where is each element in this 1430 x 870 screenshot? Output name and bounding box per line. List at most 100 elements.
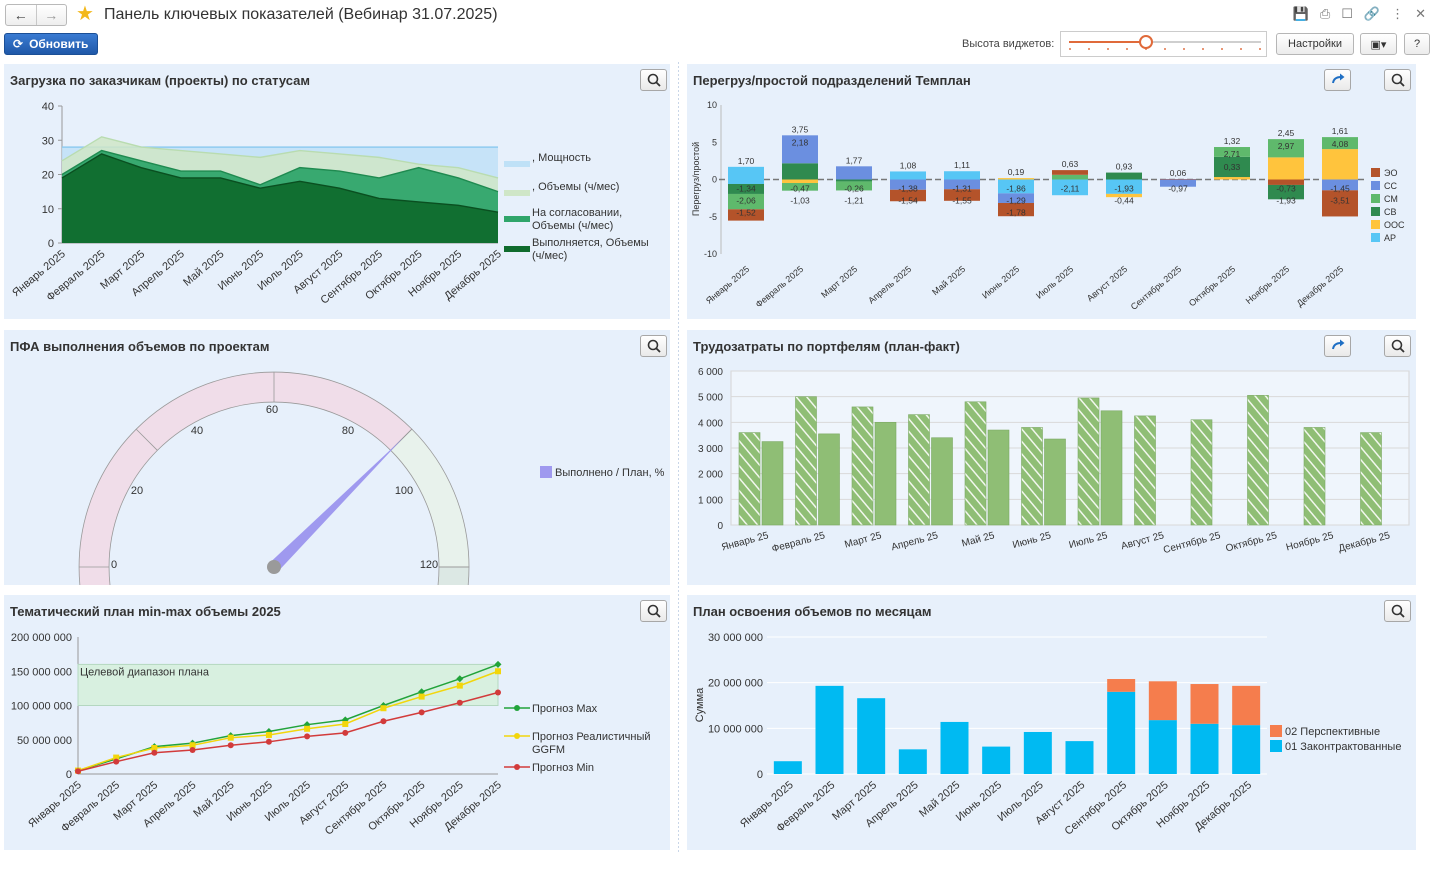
series-marker: [456, 675, 464, 683]
gauge-tick-label: 20: [131, 485, 143, 497]
legend-swatch: [504, 216, 530, 222]
series-marker: [151, 749, 158, 756]
gauge-tick-label: 80: [342, 425, 354, 437]
top-bar: ← → ★ Панель ключевых показателей (Вебин…: [0, 0, 1430, 30]
data-label: -1,93: [1114, 184, 1134, 194]
data-label: -1,45: [1330, 184, 1350, 194]
zoom-button[interactable]: [640, 335, 667, 357]
data-label: 0,93: [1116, 162, 1133, 172]
series-marker: [341, 716, 349, 724]
series-marker: [380, 718, 387, 725]
help-button[interactable]: ?: [1404, 33, 1430, 55]
save-icon[interactable]: 💾: [1292, 6, 1309, 21]
x-tick-label: Июнь 2025: [980, 264, 1021, 301]
drilldown-button[interactable]: [1324, 335, 1351, 357]
bar-plan: [738, 432, 761, 526]
y-tick-label: 10 000 000: [708, 723, 763, 735]
series-marker: [495, 668, 501, 675]
zoom-button[interactable]: [1384, 600, 1411, 622]
slider-thumb[interactable]: [1138, 35, 1153, 49]
data-label: -1,03: [790, 196, 810, 206]
view-options-button[interactable]: ▣▾: [1360, 33, 1397, 55]
x-tick-label: Январь 2025: [704, 264, 751, 306]
x-tick-label: Ноябрь 2025: [1244, 264, 1292, 306]
legend-swatch: [504, 161, 530, 167]
bar-segment: [1214, 177, 1250, 180]
bar-segment: [898, 749, 927, 774]
bar-segment: [1190, 723, 1219, 774]
legend-swatch: [1371, 181, 1380, 190]
magnifier-icon: [647, 339, 661, 353]
target-band: [77, 663, 499, 706]
y-tick-label: -5: [709, 212, 717, 222]
favorite-star-icon[interactable]: ★: [76, 3, 94, 25]
magnifier-icon: [1391, 604, 1405, 618]
y-tick-label: 40: [42, 101, 54, 113]
series-marker: [189, 742, 196, 749]
legend-swatch: [1270, 725, 1282, 737]
bar-segment: [890, 189, 926, 202]
legend-label: Выполнено / План, %: [555, 467, 665, 479]
y-tick-label: 3 000: [698, 444, 723, 455]
bar-fact: [1044, 438, 1066, 526]
bar-segment: [782, 183, 818, 191]
series-marker: [456, 682, 463, 689]
bar-segment: [998, 193, 1034, 203]
slider-track: [1069, 41, 1261, 43]
zoom-button[interactable]: [1384, 335, 1411, 357]
link-icon[interactable]: 🔗: [1363, 6, 1381, 21]
bar-segment: [1160, 179, 1196, 187]
bar-segment: [815, 685, 844, 774]
zoom-button[interactable]: [640, 69, 667, 91]
legend-label: СВ: [1384, 207, 1397, 217]
y-tick-label: 1 000: [698, 495, 723, 506]
close-icon[interactable]: ✕: [1415, 6, 1426, 21]
more-menu-icon[interactable]: ⋮: [1391, 6, 1405, 21]
panel-title: Трудозатраты по портфелям (план-факт): [693, 339, 960, 354]
legend-label: , Мощность: [532, 152, 591, 164]
data-label: -1,55: [952, 196, 972, 206]
data-label: -0,26: [844, 184, 864, 194]
drilldown-button[interactable]: [1324, 69, 1351, 91]
x-tick-label: Сентябрь 25: [1162, 529, 1222, 556]
data-label: -2,11: [1061, 184, 1080, 194]
magnifier-icon: [647, 604, 661, 618]
bar-segment: [836, 179, 872, 182]
refresh-button[interactable]: ⟳ Обновить: [4, 33, 98, 55]
series-marker: [418, 709, 425, 716]
bar-fact: [931, 437, 953, 526]
x-tick-label: Май 25: [961, 530, 997, 549]
series-marker: [456, 699, 463, 706]
bar-segment: [1052, 179, 1088, 196]
monitor-icon: ▣▾: [1370, 38, 1387, 51]
bar-segment: [1322, 190, 1358, 217]
bar-plan: [1134, 415, 1156, 526]
x-tick-label: Октябрь 2025: [1187, 264, 1237, 309]
print-icon[interactable]: ⎙: [1319, 6, 1331, 21]
back-button[interactable]: ←: [6, 5, 36, 25]
bar-segment: [1268, 157, 1304, 180]
bar-segment: [1268, 184, 1304, 200]
preview-icon[interactable]: ☐: [1341, 6, 1353, 21]
bar-segment: [728, 179, 764, 184]
forward-button[interactable]: →: [35, 5, 67, 25]
gauge-tick: [135, 428, 158, 451]
series-marker: [304, 733, 311, 740]
x-tick-label: Февраль 2025: [754, 264, 806, 310]
settings-button[interactable]: Настройки: [1276, 33, 1354, 55]
arrow-redo-icon: [1331, 339, 1344, 350]
y-tick-label: 200 000 000: [11, 632, 72, 644]
bar-segment: [1232, 685, 1261, 726]
series-marker: [75, 768, 81, 775]
zoom-button[interactable]: [640, 600, 667, 622]
bar-segment: [1065, 741, 1094, 774]
data-label: -1,31: [952, 184, 972, 194]
zoom-button[interactable]: [1384, 69, 1411, 91]
data-label: -1,52: [736, 208, 756, 218]
y-tick-label: -10: [704, 249, 717, 259]
widget-height-slider[interactable]: [1060, 31, 1267, 57]
series-marker: [227, 742, 234, 749]
bar-segment: [1107, 679, 1136, 692]
legend-label: Прогноз Min: [532, 762, 594, 774]
